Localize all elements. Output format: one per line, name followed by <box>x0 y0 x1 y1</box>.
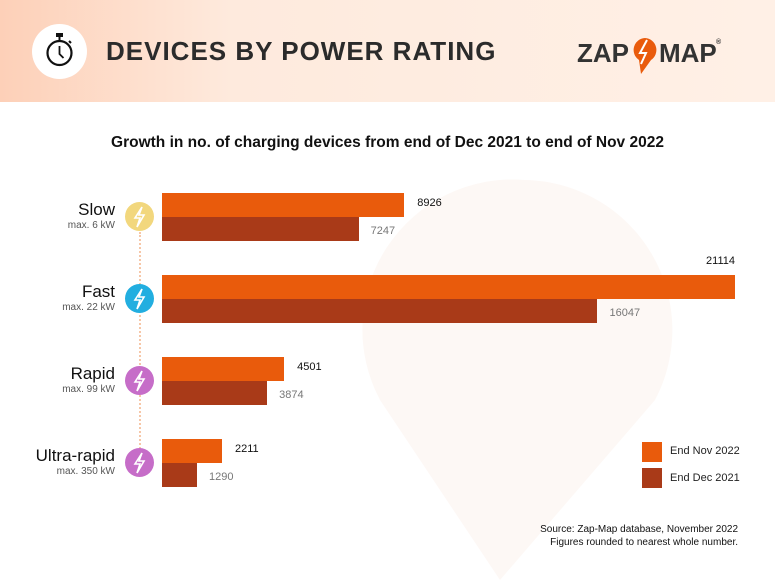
bar-end-nov-2022 <box>162 275 735 299</box>
data-label: 16047 <box>609 306 641 319</box>
bar-end-nov-2022 <box>162 439 222 463</box>
data-label: 1290 <box>209 470 234 483</box>
bar-end-nov-2022 <box>162 193 405 217</box>
category-label: Ultra-rapid max. 350 kW <box>36 446 115 477</box>
category-power: max. 99 kW <box>62 384 115 395</box>
svg-text:MAP: MAP <box>659 38 717 68</box>
legend-label: End Nov 2022 <box>670 445 740 457</box>
legend-label: End Dec 2021 <box>670 472 740 484</box>
svg-text:ZAP: ZAP <box>577 38 629 68</box>
source-note: Source: Zap-Map database, November 2022 … <box>540 523 738 549</box>
watermark-pin-icon <box>362 179 673 580</box>
zap-map-logo: ZAP MAP ® <box>577 34 727 81</box>
bar-end-dec-2021 <box>162 216 359 241</box>
data-label: 2211 <box>235 443 259 455</box>
bar-end-nov-2022 <box>162 357 285 381</box>
lightning-bolt-icon <box>125 202 154 231</box>
data-label: 7247 <box>370 224 396 237</box>
rounding-note: Figures rounded to nearest whole number. <box>550 537 738 548</box>
data-label: 4501 <box>297 361 322 373</box>
lightning-bolt-icon <box>125 284 154 313</box>
bar-end-dec-2021 <box>162 380 268 405</box>
legend-swatch-nov-2022 <box>642 442 662 462</box>
category-name: Ultra-rapid <box>35 446 115 465</box>
legend-swatch-dec-2021 <box>642 468 662 488</box>
category-power: max. 6 kW <box>67 220 115 231</box>
category-power: max. 350 kW <box>56 466 115 477</box>
lightning-bolt-icon <box>125 366 154 395</box>
stopwatch-icon <box>32 24 87 79</box>
bar-end-dec-2021 <box>162 462 197 487</box>
connector-line <box>138 232 141 452</box>
category-label: Rapid max. 99 kW <box>62 364 115 395</box>
category-name: Fast <box>81 282 115 301</box>
category-name: Rapid <box>70 364 115 383</box>
source-text: Source: Zap-Map database, November 2022 <box>540 524 738 535</box>
data-label: 3874 <box>279 388 304 401</box>
category-label: Slow max. 6 kW <box>68 200 115 231</box>
page-title: DEVICES BY POWER RATING <box>106 36 497 66</box>
data-label: 21114 <box>706 255 735 267</box>
lightning-bolt-icon <box>125 448 154 477</box>
data-label: 8926 <box>417 197 442 209</box>
bar-end-dec-2021 <box>162 298 598 323</box>
category-power: max. 22 kW <box>62 302 115 313</box>
svg-text:®: ® <box>716 38 722 46</box>
category-label: Fast max. 22 kW <box>62 282 115 313</box>
chart-title: Growth in no. of charging devices from e… <box>111 134 664 151</box>
header: DEVICES BY POWER RATING ZAP MAP ® <box>0 0 775 102</box>
category-name: Slow <box>78 200 115 219</box>
